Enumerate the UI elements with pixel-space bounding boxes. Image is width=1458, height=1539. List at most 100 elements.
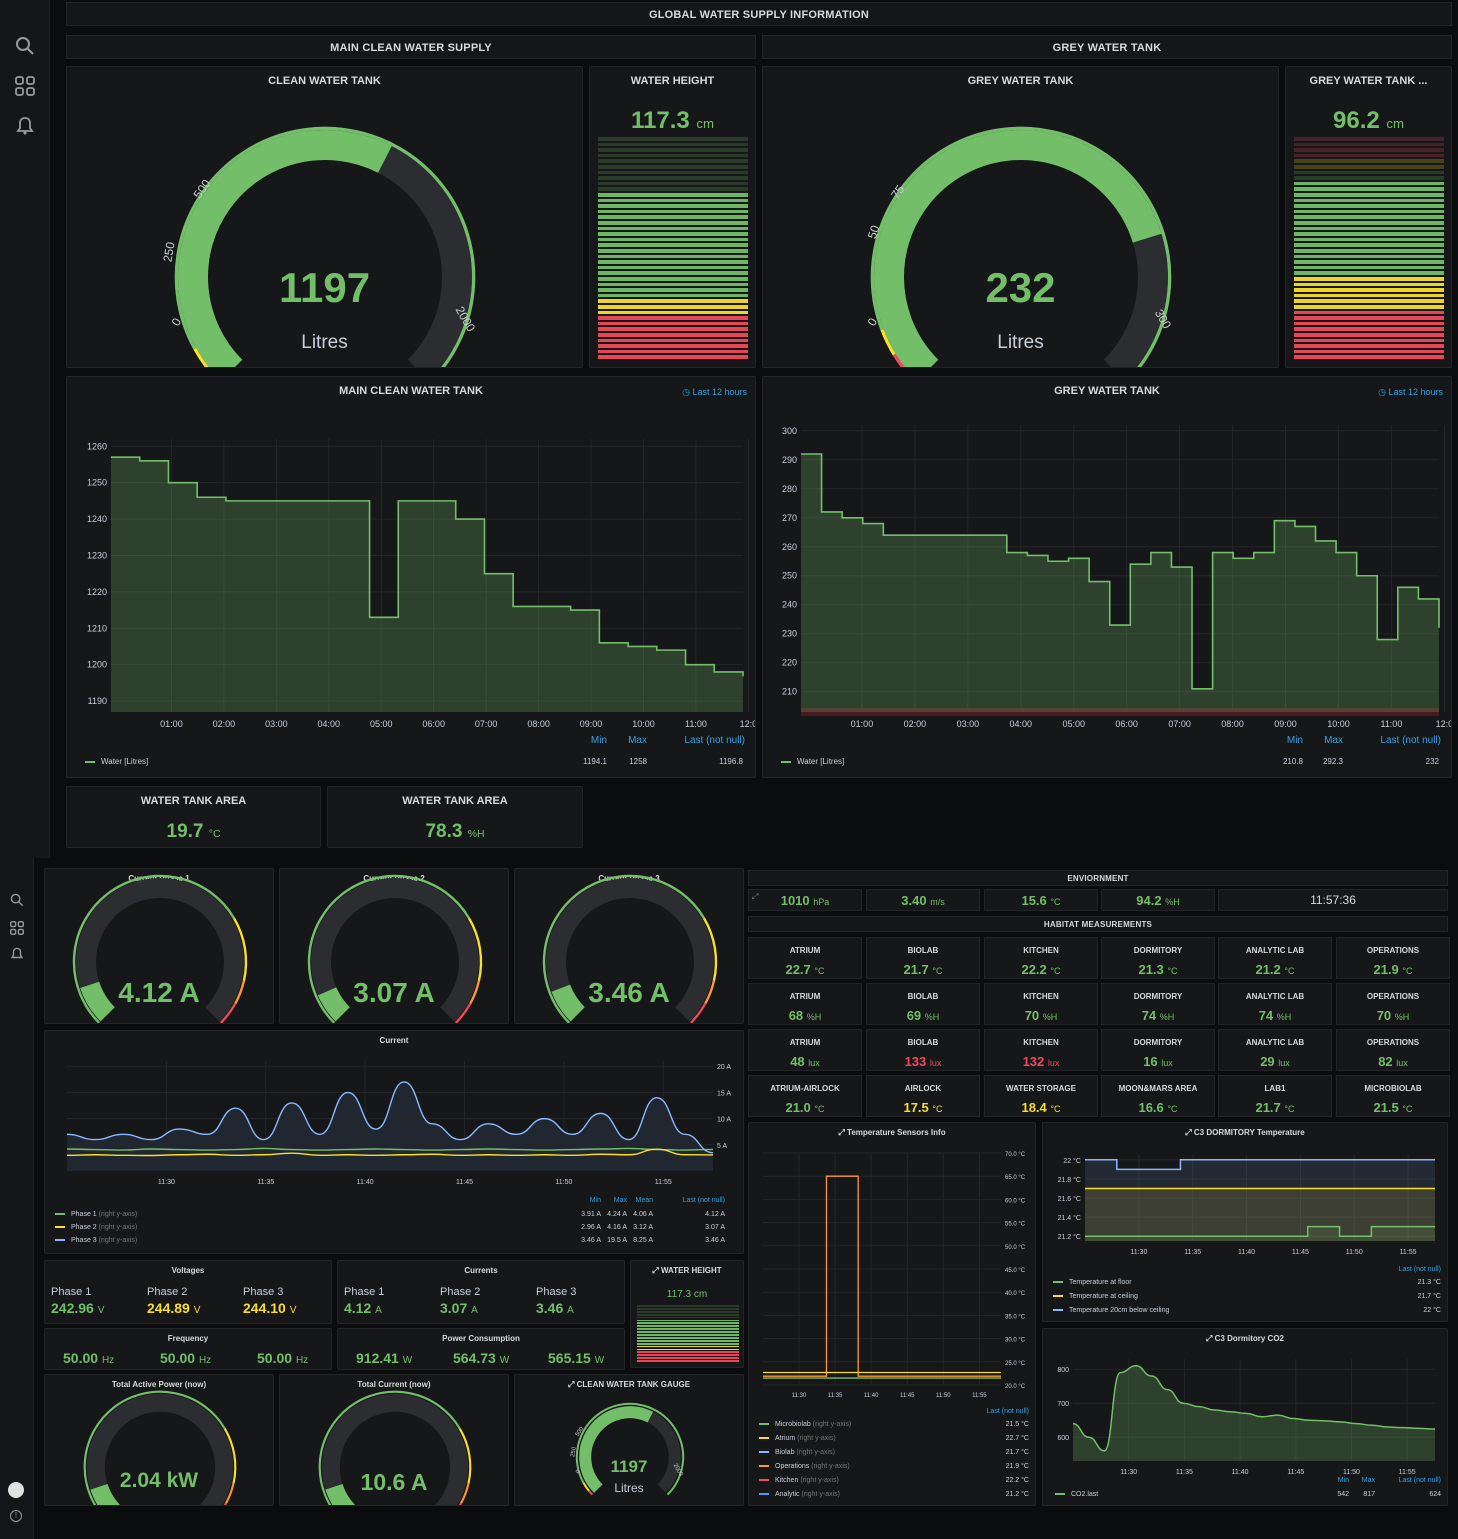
legend-stat: 4.06 A xyxy=(633,1211,653,1218)
tank-area-humidity-panel[interactable]: WATER TANK AREA 78.3 %H xyxy=(327,786,583,848)
habitat-cell[interactable]: ANALYTIC LAB 74 %H xyxy=(1218,983,1332,1025)
habitat-cell[interactable]: DORMITORY 21.3 °C xyxy=(1101,937,1215,979)
habitat-cell[interactable]: OPERATIONS 70 %H xyxy=(1336,983,1450,1025)
habitat-cell[interactable]: Moon&Mars area 16.6 °C xyxy=(1101,1075,1215,1117)
habitat-cell[interactable]: OPERATIONS 82 lux xyxy=(1336,1029,1450,1071)
legend-series[interactable]: Atrium (right y-axis) xyxy=(759,1435,836,1442)
legend-series[interactable]: Water [Litres] xyxy=(85,757,148,766)
clean-water-tank-gauge-panel[interactable]: ⤢ CLEAN WATER TANK GAUGE 0 250 500 2000 … xyxy=(514,1374,744,1506)
habitat-cell[interactable]: KITCHEN 70 %H xyxy=(984,983,1098,1025)
legend-header-max[interactable]: Max xyxy=(1361,1477,1375,1484)
grey-water-gauge-panel[interactable]: GREY WATER TANK 232 Litres 0 50 75 300 xyxy=(762,66,1279,368)
dorm-temperature-panel[interactable]: ⤢ C3 DORMITORY Temperature 21.2 °C 21.4 °… xyxy=(1042,1122,1448,1322)
env-pressure[interactable]: ⤢ 1010 hPa xyxy=(748,889,862,911)
search-icon[interactable] xyxy=(6,892,28,914)
legend-series[interactable]: Operations (right y-axis) xyxy=(759,1463,850,1470)
legend-header[interactable]: Max xyxy=(613,1197,627,1204)
habitat-cell[interactable]: BIOLAB 21.7 °C xyxy=(866,937,980,979)
dashboards-icon[interactable] xyxy=(6,918,28,940)
legend-series[interactable]: Phase 2 (right y-axis) xyxy=(55,1224,137,1231)
habitat-cell[interactable]: KITCHEN 22.2 °C xyxy=(984,937,1098,979)
total-current-panel[interactable]: Total Current (now) 10.6 A xyxy=(279,1374,509,1506)
legend-header-min[interactable]: Min xyxy=(590,735,607,746)
habitat-row[interactable]: HABITAT MEASUREMENTS xyxy=(748,916,1448,932)
habitat-cell[interactable]: ANALYTIC LAB 21.2 °C xyxy=(1218,937,1332,979)
power-consumption-panel[interactable]: Power Consumption 912.41 W 564.73 W 565.… xyxy=(337,1328,625,1370)
water-height-panel[interactable]: WATER HEIGHT 117.3 cm xyxy=(589,66,756,368)
phase1-gauge-panel[interactable]: Current Phase 1 4.12 A xyxy=(44,868,274,1024)
grey-water-graph-panel[interactable]: GREY WATER TANK ◷ Last 12 hours 210 220 23… xyxy=(762,376,1452,778)
environment-row[interactable]: ENVIORNMENT xyxy=(748,870,1448,886)
habitat-cell[interactable]: MICROBIOLAB 21.5 °C xyxy=(1336,1075,1450,1117)
section-main-clean[interactable]: MAIN CLEAN WATER SUPPLY xyxy=(66,35,756,59)
habitat-cell[interactable]: ATRIUM 68 %H xyxy=(748,983,862,1025)
env-humidity[interactable]: 94.2 %H xyxy=(1101,889,1215,911)
row-global-water[interactable]: GLOBAL WATER SUPPLY INFORMATION xyxy=(66,2,1452,26)
legend-header-min[interactable]: Min xyxy=(1286,735,1303,746)
clean-water-gauge-panel[interactable]: CLEAN WATER TANK 0 1197 Litres 250 500 2… xyxy=(66,66,583,368)
voltages-panel[interactable]: Voltages Phase 1 Phase 2 Phase 3 242.96 … xyxy=(44,1260,332,1324)
section-grey-tank[interactable]: GREY WATER TANK xyxy=(762,35,1452,59)
legend-series[interactable]: Phase 1 (right y-axis) xyxy=(55,1211,137,1218)
habitat-cell[interactable]: BIOLAB 133 lux xyxy=(866,1029,980,1071)
habitat-cell[interactable]: DORMITORY 16 lux xyxy=(1101,1029,1215,1071)
habitat-cell[interactable]: ATRIUM 48 lux xyxy=(748,1029,862,1071)
habitat-cell[interactable]: KITCHEN 132 lux xyxy=(984,1029,1098,1071)
habitat-cell[interactable]: ATRIUM-AIRLOCK 21.0 °C xyxy=(748,1075,862,1117)
legend-header-last[interactable]: Last (not null) xyxy=(1380,735,1441,746)
legend-series[interactable]: Analytic (right y-axis) xyxy=(759,1491,840,1498)
cell-title: LAB1 xyxy=(1264,1084,1286,1093)
legend-header[interactable]: Last (not null) xyxy=(682,1197,725,1204)
legend-header-min[interactable]: Min xyxy=(1337,1477,1349,1484)
habitat-cell[interactable]: WATER STORAGE 18.4 °C xyxy=(984,1075,1098,1117)
habitat-cell[interactable]: BIOLAB 69 %H xyxy=(866,983,980,1025)
habitat-cell[interactable]: AIRLOCK 17.5 °C xyxy=(866,1075,980,1117)
dashboards-icon[interactable] xyxy=(14,76,36,98)
currents-panel[interactable]: Currents Phase 1 Phase 2 Phase 3 4.12 A … xyxy=(337,1260,625,1324)
phase2-gauge-panel[interactable]: Current Phase 2 3.07 A xyxy=(279,868,509,1024)
habitat-cell[interactable]: ATRIUM 22.7 °C xyxy=(748,937,862,979)
tank-area-temp-panel[interactable]: WATER TANK AREA 19.7 °C xyxy=(66,786,321,848)
habitat-cell[interactable]: DORMITORY 74 %H xyxy=(1101,983,1215,1025)
legend-series[interactable]: Microbiolab (right y-axis) xyxy=(759,1421,851,1428)
legend-series[interactable]: Temperature 20cm below ceiling xyxy=(1053,1307,1169,1314)
search-icon[interactable] xyxy=(14,36,36,58)
habitat-cell[interactable]: OPERATIONS 21.9 °C xyxy=(1336,937,1450,979)
legend-header-last[interactable]: Last (not null) xyxy=(684,735,745,746)
env-temp[interactable]: 15.6 °C xyxy=(984,889,1098,911)
legend-series[interactable]: Biolab (right y-axis) xyxy=(759,1449,835,1456)
help-icon[interactable]: ! xyxy=(10,1510,22,1522)
legend-header-last[interactable]: Last (not null) xyxy=(986,1408,1029,1415)
total-active-power-panel[interactable]: Total Active Power (now) 2.04 kW xyxy=(44,1374,274,1506)
legend-header-max[interactable]: Max xyxy=(1324,735,1343,746)
bell-icon[interactable] xyxy=(14,116,36,138)
legend-header[interactable]: Min xyxy=(589,1197,601,1204)
legend-series[interactable]: Water [Litres] xyxy=(781,757,844,766)
legend-header-last[interactable]: Last (not null) xyxy=(1398,1477,1441,1484)
dorm-co2-panel[interactable]: ⤢ C3 Dormitory CO2 600 700 800 11:30 11:35 11… xyxy=(1042,1328,1448,1506)
bell-icon[interactable] xyxy=(6,944,28,966)
water-height-small-panel[interactable]: ⤢ WATER HEIGHT 117.3 cm xyxy=(630,1260,744,1368)
habitat-cell[interactable]: ANALYTIC LAB 29 lux xyxy=(1218,1029,1332,1071)
legend-header[interactable]: Mean xyxy=(635,1197,653,1204)
current-graph-panel[interactable]: Current 5 A 10 A 15 A 20 A 11:30 11:35 11:40 11… xyxy=(44,1030,744,1254)
legend-series[interactable]: CO2.last xyxy=(1055,1491,1098,1498)
legend-series[interactable]: Kitchen (right y-axis) xyxy=(759,1477,839,1484)
env-wind[interactable]: 3.40 m/s xyxy=(866,889,980,911)
time-range-link[interactable]: ◷ Last 12 hours xyxy=(1378,387,1443,398)
legend-header-max[interactable]: Max xyxy=(628,735,647,746)
legend-series[interactable]: Temperature at ceiling xyxy=(1053,1293,1138,1300)
phase3-gauge-panel[interactable]: Current Phase 3 3.46 A xyxy=(514,868,744,1024)
frequency-panel[interactable]: Frequency 50.00 Hz 50.00 Hz 50.00 Hz xyxy=(44,1328,332,1370)
temperature-sensors-panel[interactable]: ⤢ Temperature Sensors Info 20.0 °C 25.0 °… xyxy=(748,1122,1036,1506)
cell-title: MICROBIOLAB xyxy=(1364,1084,1422,1093)
legend-value: 21.9 °C xyxy=(1005,1463,1029,1470)
avatar[interactable] xyxy=(8,1482,24,1498)
habitat-cell[interactable]: LAB1 21.7 °C xyxy=(1218,1075,1332,1117)
grey-height-panel[interactable]: GREY WATER TANK ... 96.2 cm xyxy=(1285,66,1452,368)
legend-series[interactable]: Phase 3 (right y-axis) xyxy=(55,1237,137,1244)
legend-header-last[interactable]: Last (not null) xyxy=(1398,1266,1441,1273)
time-range-link[interactable]: ◷ Last 12 hours xyxy=(682,387,747,398)
clean-water-graph-panel[interactable]: MAIN CLEAN WATER TANK ◷ Last 12 hours 11… xyxy=(66,376,756,778)
legend-series[interactable]: Temperature at floor xyxy=(1053,1279,1132,1286)
